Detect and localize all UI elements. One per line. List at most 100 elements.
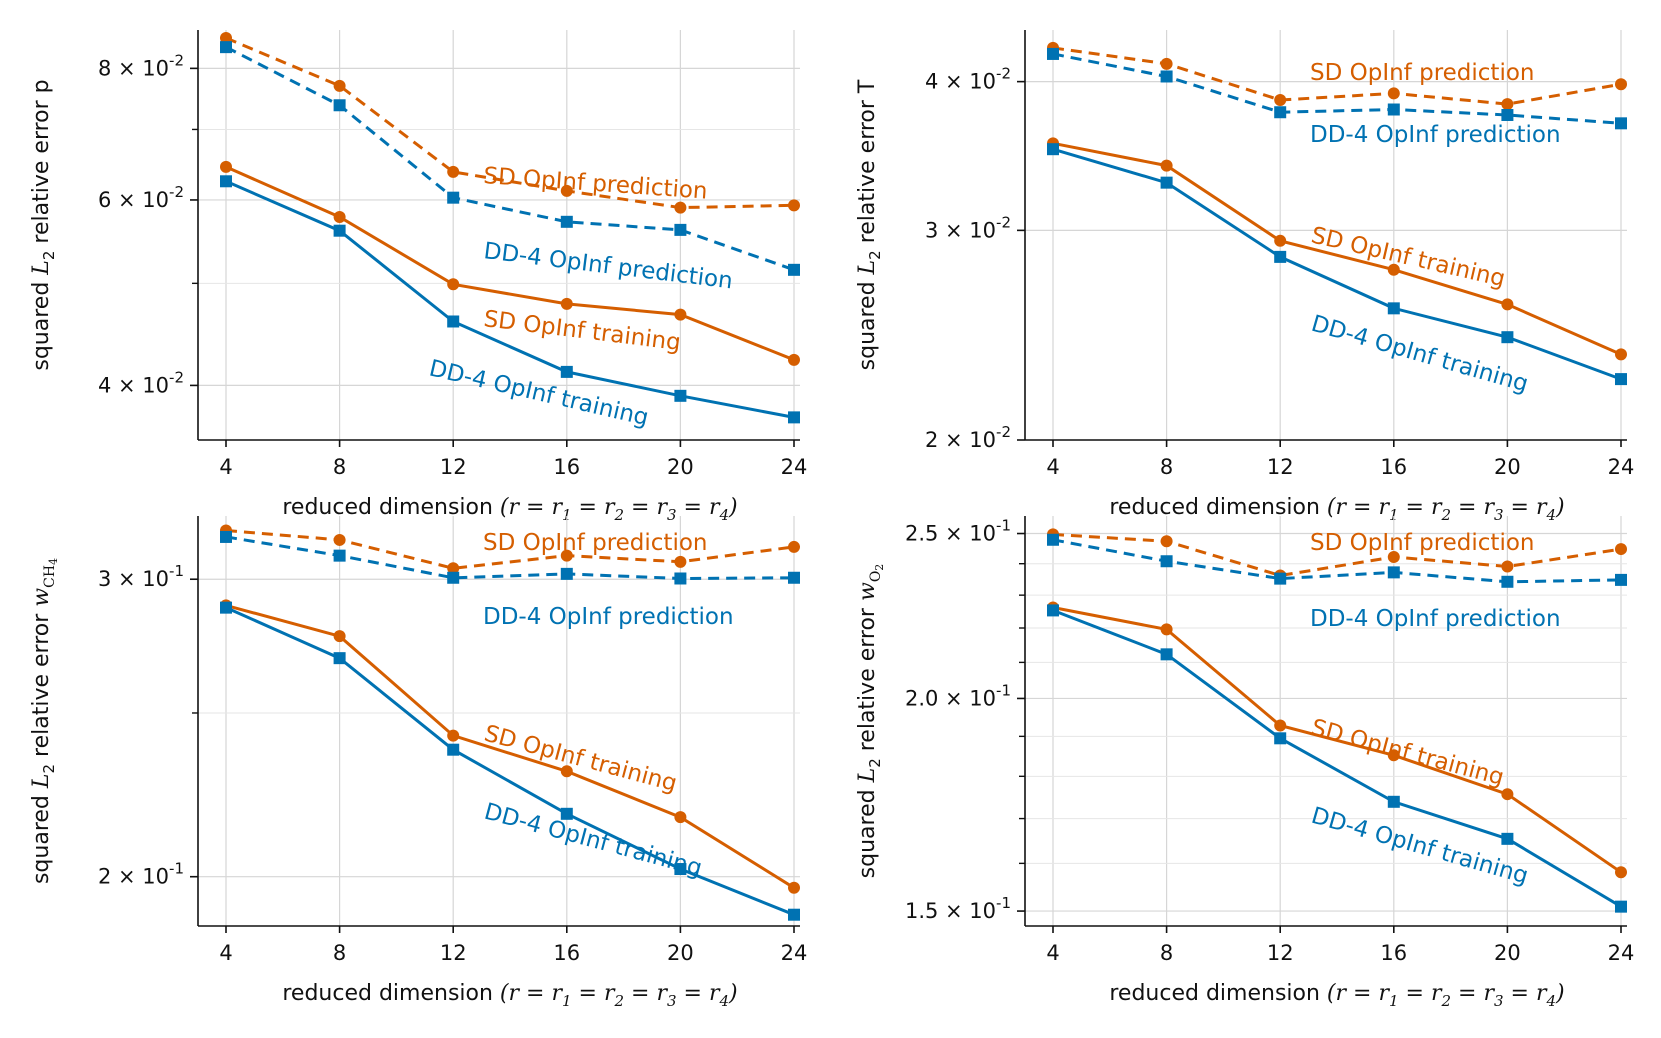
- y-axis-title: squared L2 relative error wCH4: [29, 558, 60, 884]
- x-tick-label: 20: [667, 455, 694, 479]
- data-point: [1501, 575, 1514, 588]
- series-line: [1052, 532, 1622, 578]
- x-tick-label: 24: [1608, 455, 1635, 479]
- y-tick-label: 2 × 10-1: [98, 860, 184, 889]
- y-tick-label: 2 × 10-2: [925, 423, 1011, 452]
- series-dd-4-opinf-training: DD-4 OpInf training: [1047, 143, 1627, 398]
- data-point: [1387, 749, 1400, 762]
- x-tick-label: 8: [1160, 455, 1173, 479]
- data-point: [1160, 535, 1173, 548]
- series-sd-opinf-prediction: SD OpInf prediction: [1047, 528, 1627, 582]
- data-point: [674, 223, 687, 236]
- x-tick-label: 12: [440, 455, 467, 479]
- x-tick-label: 16: [1380, 455, 1407, 479]
- series-label: SD OpInf training: [481, 721, 679, 797]
- series-line: [225, 603, 795, 890]
- x-tick-label: 4: [1046, 941, 1059, 965]
- y-tick-label: 8 × 10-2: [98, 51, 184, 80]
- data-point: [333, 549, 346, 562]
- series-label: DD-4 OpInf prediction: [1310, 606, 1561, 632]
- data-point: [1615, 866, 1627, 879]
- series-line: [1052, 147, 1622, 381]
- data-point: [1274, 719, 1287, 732]
- series-dd-4-opinf-training: DD-4 OpInf training: [220, 175, 800, 431]
- x-tick-label: 4: [219, 455, 232, 479]
- series-dd-4-opinf-prediction: DD-4 OpInf prediction: [220, 530, 800, 630]
- series-line: [1052, 538, 1622, 584]
- data-point: [333, 533, 346, 546]
- data-point: [1160, 648, 1173, 661]
- data-point: [674, 201, 687, 214]
- series-dd-4-opinf-training: DD-4 OpInf training: [220, 601, 800, 921]
- x-tick-label: 12: [440, 941, 467, 965]
- series-line: [1052, 46, 1622, 106]
- series-label: SD OpInf training: [1308, 715, 1506, 791]
- series-line: [225, 606, 795, 917]
- data-point: [1387, 302, 1400, 315]
- data-point: [1047, 143, 1059, 156]
- series-line: [1052, 606, 1622, 874]
- data-point: [674, 389, 687, 402]
- data-point: [1047, 533, 1059, 546]
- data-point: [1615, 573, 1627, 586]
- x-axis-title: reduced dimension (r = r1 = r2 = r3 = r4…: [1109, 495, 1564, 524]
- x-tick-label: 24: [1608, 941, 1635, 965]
- series-label: SD OpInf prediction: [483, 530, 708, 556]
- data-point: [1274, 250, 1287, 263]
- data-point: [560, 807, 573, 820]
- x-tick-label: 24: [781, 455, 808, 479]
- data-point: [560, 567, 573, 580]
- data-point: [1387, 795, 1400, 808]
- series-line: [225, 45, 795, 272]
- data-point: [333, 99, 346, 112]
- series-label: SD OpInf prediction: [483, 163, 709, 205]
- data-point: [1160, 70, 1173, 83]
- data-point: [333, 630, 346, 643]
- data-point: [447, 278, 460, 291]
- data-point: [560, 549, 573, 562]
- y-axis-title: squared L2 relative error T: [855, 79, 884, 370]
- data-point: [788, 353, 800, 366]
- data-point: [1501, 108, 1514, 121]
- data-point: [447, 165, 460, 178]
- series-line: [1052, 52, 1622, 125]
- data-point: [1501, 560, 1514, 573]
- data-point: [1615, 543, 1627, 556]
- y-tick-label: 1.5 × 10-1: [905, 894, 1011, 923]
- series-label: DD-4 OpInf prediction: [1310, 122, 1561, 148]
- x-tick-label: 12: [1267, 941, 1294, 965]
- panel-temperature-error: 4 8 12 16 20 24 2 × 10-2 3 × 10-2 4 × 10-2 reduce…: [855, 30, 1634, 524]
- series-sd-opinf-prediction: SD OpInf prediction: [220, 524, 800, 575]
- data-point: [1501, 98, 1514, 111]
- y-tick-label: 6 × 10-2: [98, 183, 184, 212]
- x-tick-label: 16: [1380, 941, 1407, 965]
- data-point: [447, 562, 460, 575]
- x-tick-label: 16: [553, 941, 580, 965]
- x-tick-label: 20: [1494, 941, 1521, 965]
- data-point: [674, 308, 687, 321]
- data-point: [1047, 604, 1059, 617]
- series-line: [225, 535, 795, 581]
- data-point: [1274, 732, 1287, 745]
- data-point: [333, 211, 346, 224]
- data-point: [447, 191, 460, 204]
- data-point: [333, 652, 346, 665]
- data-point: [1387, 103, 1400, 116]
- panel-ch4-error: 4 8 12 16 20 24 2 × 10-1 3 × 10-1 reduced dimens…: [29, 516, 807, 1010]
- data-point: [220, 41, 232, 54]
- data-point: [788, 411, 800, 424]
- data-point: [1160, 159, 1173, 172]
- data-point: [674, 572, 687, 585]
- data-point: [1615, 78, 1627, 91]
- data-point: [560, 365, 573, 378]
- data-point: [1160, 623, 1173, 636]
- data-point: [788, 263, 800, 276]
- data-point: [560, 297, 573, 310]
- data-point: [220, 175, 232, 188]
- data-point: [788, 881, 800, 894]
- data-point: [333, 224, 346, 237]
- data-point: [447, 743, 460, 756]
- y-tick-label: 2.5 × 10-1: [905, 517, 1011, 546]
- data-point: [1387, 263, 1400, 276]
